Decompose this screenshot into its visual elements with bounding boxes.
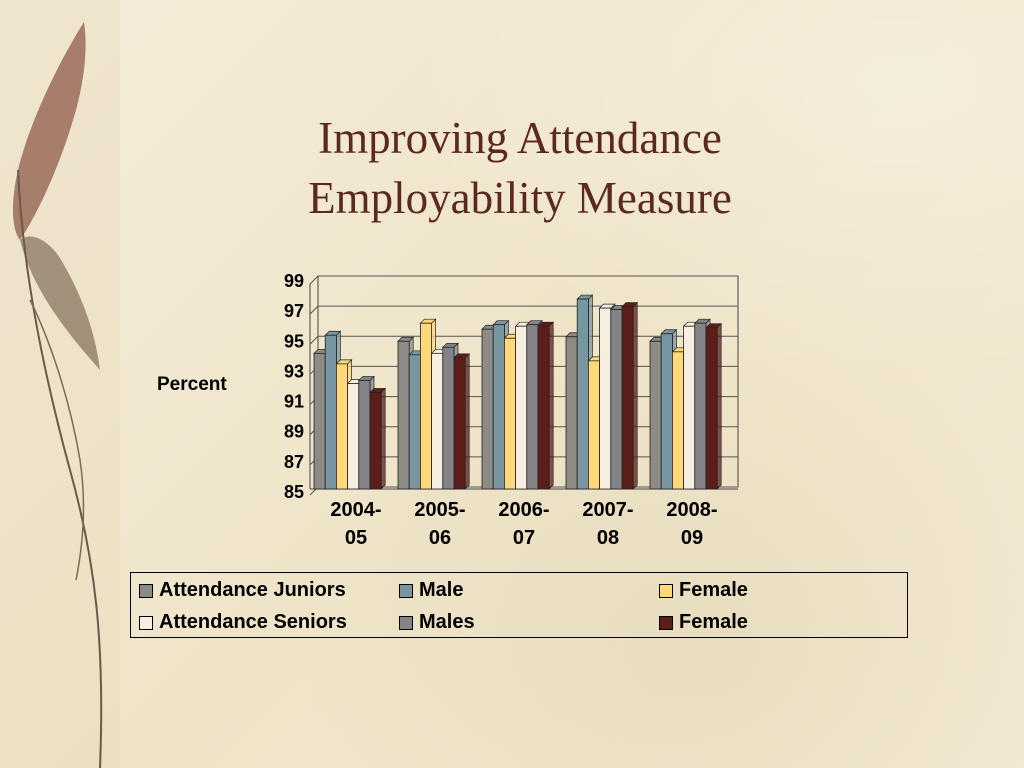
bar [526,324,539,490]
legend-item: Female [659,611,748,634]
bar [313,352,326,490]
bar [599,307,612,490]
bar [705,327,718,490]
y-tick-label: 93 [284,361,304,381]
legend-label: Males [419,611,475,633]
bar [588,360,601,490]
bar [565,336,578,490]
bar-side [380,387,386,490]
legend-label: Female [679,611,748,633]
gridline-depth [309,305,319,315]
title-line-2: Employability Measure [308,173,732,223]
bar [408,354,421,490]
chart-legend: Attendance Juniors Male Female Attendance S… [130,572,908,638]
bar [649,340,662,490]
legend-swatch [399,583,413,598]
y-tick-label: 99 [284,271,304,291]
legend-item: Male [399,579,463,602]
x-tick-label: 08 [597,527,619,549]
legend-swatch [139,583,153,598]
legend-swatch [659,583,673,598]
bar-side [632,301,638,490]
bar [694,322,707,490]
y-tick-label: 89 [284,422,304,442]
legend-swatch [399,615,413,630]
x-tick-label: 2007- [582,499,633,521]
bar [397,340,410,490]
bar [419,322,432,490]
title-line-1: Improving Attendance [318,113,722,163]
bar [453,357,466,490]
y-axis-label: Percent [157,374,227,395]
y-tick-label: 87 [284,452,304,472]
bar-side [548,321,554,490]
bar-side [464,353,470,490]
x-tick-label: 2005- [414,499,465,521]
legend-swatch [139,615,153,630]
bar [442,346,455,490]
legend-item: Female [659,579,748,602]
bar [515,325,528,490]
y-tick-label: 91 [284,392,304,412]
bar [672,351,685,490]
legend-label: Female [679,579,748,601]
legend-swatch [659,615,673,630]
x-tick-label: 07 [513,527,535,549]
legend-label: Attendance Juniors [159,579,346,601]
y-tick-label: 97 [284,301,304,321]
bar [537,325,550,490]
bar-side [716,322,722,490]
bar [660,333,673,490]
bar [358,380,371,490]
y-tick-label: 85 [284,482,304,502]
legend-item: Attendance Seniors [139,611,347,634]
x-tick-label: 2004- [330,499,381,521]
x-tick-label: 05 [345,527,367,549]
bar [335,363,348,490]
bar [621,306,634,490]
legend-label: Attendance Seniors [159,611,347,633]
bar [492,324,505,490]
legend-item: Males [399,611,475,634]
x-tick-label: 2008- [666,499,717,521]
bar [324,334,337,490]
bar [503,337,516,490]
bar [481,328,494,490]
bar [576,298,589,490]
gridline-depth [309,275,319,285]
x-tick-label: 09 [681,527,703,549]
bar [610,309,623,490]
x-tick-label: 06 [429,527,451,549]
gridline-depth [309,335,319,345]
leaf-decoration [0,0,120,768]
slide-title: Improving Attendance Employability Measu… [170,108,870,228]
bar [431,352,444,490]
bar [369,392,382,490]
bar [347,383,360,490]
x-tick-label: 2006- [498,499,549,521]
legend-item: Attendance Juniors [139,579,346,602]
bar [683,325,696,490]
legend-label: Male [419,579,464,601]
y-tick-label: 95 [284,331,304,351]
